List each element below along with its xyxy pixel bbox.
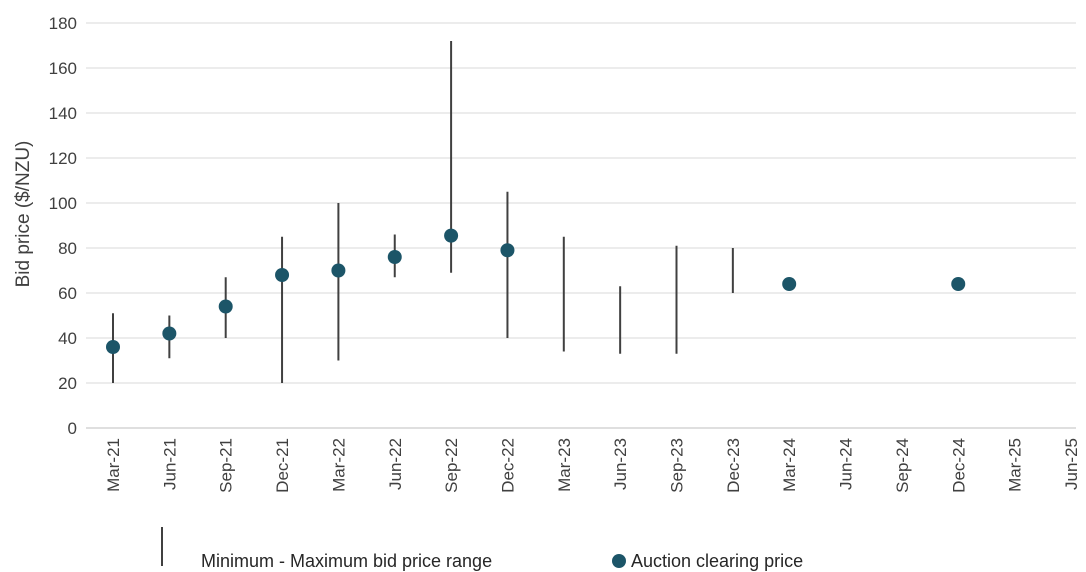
y-tick-label: 40 <box>58 329 77 348</box>
y-tick-label: 160 <box>49 59 77 78</box>
range-bars <box>112 41 734 383</box>
clearing-price-point <box>782 277 797 291</box>
clearing-price-point <box>218 299 233 314</box>
y-tick-label: 120 <box>49 149 77 168</box>
x-tick-label: Mar-21 <box>104 438 123 492</box>
x-tick-label: Jun-25 <box>1062 438 1081 490</box>
x-axis-ticks: Mar-21 Jun-21 Sep-21 Dec-21 Mar-22 Jun-22 Sep-… <box>104 438 1081 493</box>
x-tick-label: Dec-23 <box>724 438 743 493</box>
x-tick-label: Jun-24 <box>837 438 856 490</box>
x-tick-label: Jun-21 <box>160 438 179 490</box>
y-axis-label: Bid price ($/NZU) <box>13 141 34 288</box>
y-tick-label: 100 <box>49 194 77 213</box>
y-tick-label: 0 <box>68 419 77 438</box>
legend-point-swatch <box>612 554 626 568</box>
x-tick-label: Sep-24 <box>893 438 912 493</box>
clearing-price-point <box>951 277 966 291</box>
y-tick-label: 140 <box>49 104 77 123</box>
clearing-price-point <box>331 263 346 278</box>
x-tick-label: Jun-22 <box>386 438 405 490</box>
clearing-price-points <box>106 228 966 354</box>
x-tick-label: Dec-22 <box>498 438 517 493</box>
x-tick-label: Mar-25 <box>1006 438 1025 492</box>
x-tick-label: Mar-22 <box>329 438 348 492</box>
x-tick-label: Dec-24 <box>949 438 968 493</box>
clearing-price-point <box>444 228 459 243</box>
y-tick-label: 20 <box>58 374 77 393</box>
x-tick-label: Jun-23 <box>611 438 630 490</box>
y-axis-ticks: 0 20 40 60 80 100 120 140 160 180 <box>49 14 77 438</box>
x-tick-label: Sep-22 <box>442 438 461 493</box>
y-tick-label: 180 <box>49 14 77 33</box>
clearing-price-point <box>500 243 515 258</box>
gridlines <box>86 22 1076 429</box>
clearing-price-point <box>162 326 177 341</box>
x-tick-label: Sep-21 <box>217 438 236 493</box>
x-tick-label: Dec-21 <box>273 438 292 493</box>
y-tick-label: 80 <box>58 239 77 258</box>
y-tick-label: 60 <box>58 284 77 303</box>
x-tick-label: Mar-23 <box>555 438 574 492</box>
clearing-price-point <box>275 268 290 282</box>
clearing-price-point <box>106 340 120 354</box>
x-tick-label: Mar-24 <box>780 438 799 492</box>
legend-range-label: Minimum - Maximum bid price range <box>201 551 492 571</box>
clearing-price-point <box>387 250 402 264</box>
x-tick-label: Sep-23 <box>668 438 687 493</box>
legend: Minimum - Maximum bid price range Auctio… <box>161 527 803 571</box>
legend-point-label: Auction clearing price <box>631 551 803 571</box>
